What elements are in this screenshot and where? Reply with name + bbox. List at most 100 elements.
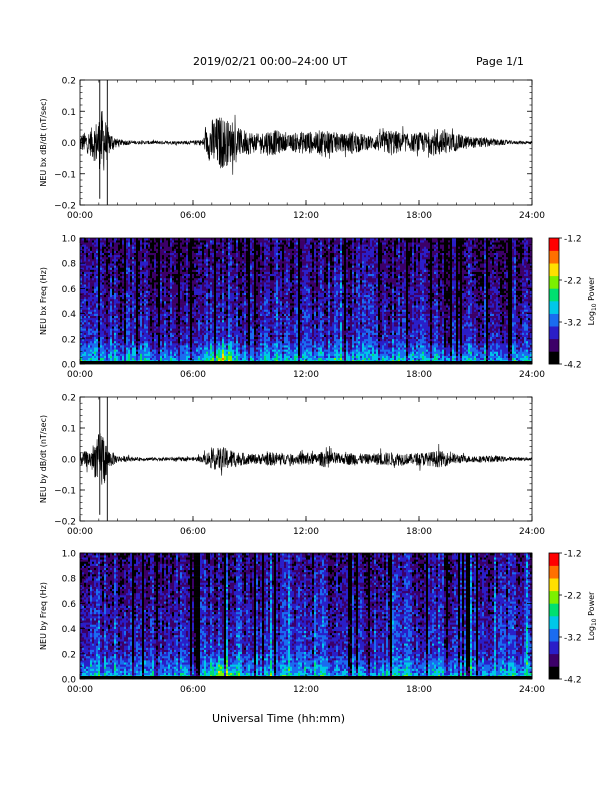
spectrogram-cell	[110, 275, 113, 279]
spectrogram-cell	[120, 301, 123, 304]
spectrogram-cell	[112, 322, 115, 325]
spectrogram-cell	[88, 322, 91, 325]
spectrogram-cell	[146, 355, 149, 358]
spectrogram-cell	[154, 242, 157, 245]
spectrogram-cell	[240, 265, 243, 268]
spectrogram-cell	[92, 250, 95, 253]
spectrogram-cell	[240, 269, 243, 272]
spectrogram-cell	[138, 244, 141, 247]
spectrogram-cell	[178, 240, 181, 243]
spectrogram-cell	[234, 319, 237, 323]
spectrogram-cell	[86, 319, 89, 323]
spectrogram-cell	[126, 322, 129, 325]
spectrogram-cell	[198, 307, 201, 310]
spectrogram-cell	[126, 261, 129, 264]
spectrogram-cell	[192, 288, 195, 291]
spectrogram-cell	[216, 263, 219, 266]
spectrogram-cell	[194, 252, 197, 256]
spectrogram-cell	[80, 330, 83, 333]
spectrogram-cell	[166, 271, 169, 274]
spectrogram-cell	[230, 254, 233, 258]
spectrogram-cell	[94, 294, 97, 298]
spectrogram-cell	[176, 240, 179, 243]
spectrogram-cell	[200, 254, 203, 258]
spectrogram-cell	[184, 246, 187, 249]
spectrogram-cell	[120, 332, 123, 335]
spectrogram-cell	[142, 353, 145, 356]
spectrogram-cell	[206, 353, 209, 356]
spectrogram-cell	[104, 332, 107, 335]
spectrogram-cell	[192, 273, 195, 277]
spectrogram-cell	[214, 277, 217, 281]
spectrogram-cell	[144, 349, 147, 352]
spectrogram-cell	[218, 292, 221, 295]
spectrogram-cell	[104, 292, 107, 295]
spectrogram-cell	[146, 246, 149, 249]
spectrogram-cell	[80, 349, 83, 352]
spectrogram-cell	[236, 286, 239, 289]
spectrogram-cell	[110, 298, 113, 302]
spectrogram-cell	[148, 330, 151, 333]
spectrogram-cell	[178, 286, 181, 289]
spectrogram-cell	[238, 322, 241, 325]
spectrogram-cell	[222, 328, 225, 331]
spectrogram-cell	[238, 288, 241, 291]
spectrogram-cell	[106, 309, 109, 312]
spectrogram-cell	[192, 315, 195, 319]
spectrogram-cell	[160, 311, 163, 314]
spectrogram-cell	[96, 305, 99, 308]
spectrogram-cell	[116, 288, 119, 291]
spectrogram-cell	[110, 238, 113, 241]
spectrogram-cell	[210, 315, 213, 319]
spectrogram-cell	[194, 275, 197, 279]
spectrogram-cell	[140, 343, 143, 346]
spectrogram-cell	[172, 280, 175, 283]
spectrogram-cell	[98, 326, 101, 329]
spectrogram-cell	[158, 248, 161, 251]
spectrogram-cell	[198, 324, 201, 327]
spectrogram-cell	[214, 353, 217, 356]
spectrogram-cell	[136, 317, 139, 321]
spectrogram-cell	[110, 296, 113, 300]
spectrogram-cell	[182, 305, 185, 308]
spectrogram-cell	[114, 254, 117, 258]
spectrogram-cell	[96, 259, 99, 262]
spectrogram-cell	[156, 288, 159, 291]
spectrogram-cell	[146, 254, 149, 258]
spectrogram-cell	[216, 284, 219, 287]
spectrogram-cell	[110, 256, 113, 260]
spectrogram-cell	[208, 307, 211, 310]
spectrogram-cell	[90, 284, 93, 287]
spectrogram-cell	[210, 298, 213, 302]
spectrogram-cell	[96, 294, 99, 298]
spectrogram-cell	[136, 267, 139, 270]
spectrogram-cell	[152, 265, 155, 268]
spectrogram-cell	[232, 238, 235, 241]
spectrogram-cell	[200, 292, 203, 295]
spectrogram-cell	[230, 277, 233, 281]
spectrogram-cell	[116, 269, 119, 272]
spectrogram-cell	[226, 277, 229, 281]
spectrogram-cell	[220, 330, 223, 333]
spectrogram-cell	[152, 317, 155, 321]
spectrogram-cell	[110, 336, 113, 340]
spectrogram-cell	[214, 317, 217, 321]
spectrogram-cell	[184, 298, 187, 302]
spectrogram-cell	[106, 288, 109, 291]
spectrogram-cell	[152, 319, 155, 323]
spectrogram-cell	[164, 345, 167, 348]
spectrogram-cell	[90, 265, 93, 268]
spectrogram-cell	[194, 248, 197, 251]
spectrogram-cell	[90, 355, 93, 358]
spectrogram-cell	[202, 242, 205, 245]
spectrogram-cell	[162, 355, 165, 358]
spectrogram-cell	[140, 303, 143, 306]
spectrogram-cell	[208, 313, 211, 316]
spectrogram-cell	[224, 332, 227, 335]
spectrogram-cell	[108, 313, 111, 316]
spectrogram-cell	[136, 238, 139, 241]
spectrogram-cell	[88, 267, 91, 270]
spectrogram-cell	[200, 334, 203, 337]
spectrogram-cell	[232, 292, 235, 295]
spectrogram-cell	[154, 311, 157, 314]
